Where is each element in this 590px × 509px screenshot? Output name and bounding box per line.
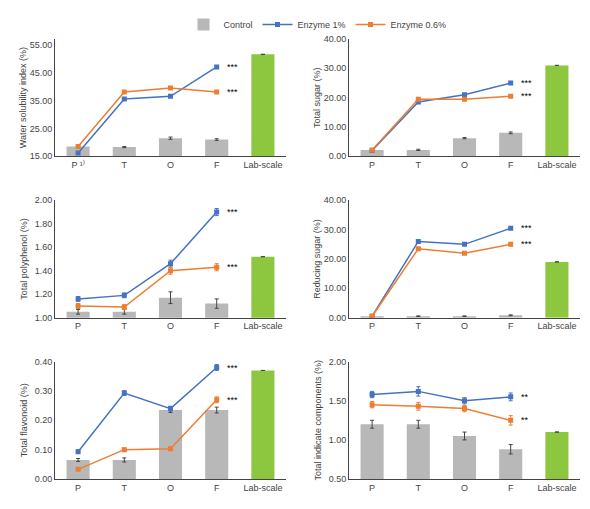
svg-text:1.40: 1.40 [35, 266, 53, 276]
svg-text:30.00: 30.00 [324, 63, 347, 73]
svg-text:1.60: 1.60 [35, 242, 53, 252]
svg-text:F: F [508, 321, 514, 331]
svg-text:0.10: 0.10 [35, 445, 53, 455]
svg-text:Control: Control [224, 20, 253, 30]
svg-text:***: *** [227, 363, 238, 373]
svg-text:30.00: 30.00 [324, 225, 347, 235]
svg-text:Lab-scale: Lab-scale [537, 483, 576, 493]
svg-text:***: *** [227, 87, 238, 97]
svg-text:***: *** [521, 239, 532, 249]
svg-text:1.00: 1.00 [35, 313, 53, 323]
svg-text:20.00: 20.00 [324, 93, 347, 103]
svg-text:P: P [75, 483, 81, 493]
svg-text:20.00: 20.00 [324, 254, 347, 264]
svg-text:***: *** [227, 207, 238, 217]
svg-text:25.00: 25.00 [30, 124, 53, 134]
svg-text:P: P [369, 321, 375, 331]
svg-text:0.00: 0.00 [329, 151, 347, 161]
svg-text:1.50: 1.50 [329, 396, 347, 406]
svg-text:***: *** [521, 78, 532, 88]
svg-text:0.20: 0.20 [35, 415, 53, 425]
svg-text:T: T [416, 160, 422, 170]
svg-text:***: *** [227, 395, 238, 405]
svg-text:P: P [369, 483, 375, 493]
svg-text:0.00: 0.00 [329, 313, 347, 323]
svg-text:O: O [461, 160, 468, 170]
svg-text:Total flavonoid (%): Total flavonoid (%) [19, 383, 29, 457]
svg-text:T: T [122, 483, 128, 493]
svg-text:O: O [461, 483, 468, 493]
svg-text:F: F [508, 483, 514, 493]
svg-text:55.00: 55.00 [30, 40, 53, 50]
svg-text:35.00: 35.00 [30, 96, 53, 106]
svg-text:2.00: 2.00 [329, 357, 347, 367]
svg-text:T: T [122, 321, 128, 331]
svg-text:40.00: 40.00 [324, 34, 347, 44]
svg-text:Total sugar (%): Total sugar (%) [312, 67, 322, 128]
svg-text:0.30: 0.30 [35, 386, 53, 396]
svg-text:P: P [369, 160, 375, 170]
svg-text:O: O [167, 483, 174, 493]
svg-text:0.50: 0.50 [329, 474, 347, 484]
svg-text:1.80: 1.80 [35, 219, 53, 229]
svg-text:P: P [75, 321, 81, 331]
svg-text:Enzyme 1%: Enzyme 1% [298, 20, 346, 30]
svg-text:Water solubility index (%): Water solubility index (%) [18, 47, 28, 148]
svg-text:0.00: 0.00 [35, 474, 53, 484]
svg-text:T: T [416, 483, 422, 493]
svg-text:O: O [461, 321, 468, 331]
svg-text:F: F [214, 160, 220, 170]
svg-text:F: F [214, 483, 220, 493]
svg-text:Reducing sugar (%): Reducing sugar (%) [312, 219, 322, 299]
svg-text:Total indicate components (%): Total indicate components (%) [313, 360, 323, 481]
svg-text:T: T [416, 321, 422, 331]
svg-text:T: T [122, 160, 128, 170]
svg-text:1.00: 1.00 [329, 435, 347, 445]
svg-text:O: O [167, 160, 174, 170]
svg-text:2.00: 2.00 [35, 195, 53, 205]
svg-text:***: *** [227, 262, 238, 272]
svg-text:45.00: 45.00 [30, 68, 53, 78]
svg-text:Enzyme 0.6%: Enzyme 0.6% [391, 20, 447, 30]
svg-text:P ¹⁾: P ¹⁾ [71, 159, 84, 170]
svg-text:F: F [508, 160, 514, 170]
svg-text:15.00: 15.00 [30, 151, 53, 161]
svg-text:Lab-scale: Lab-scale [537, 321, 576, 331]
svg-text:10.00: 10.00 [324, 283, 347, 293]
svg-text:O: O [167, 321, 174, 331]
svg-text:Lab-scale: Lab-scale [243, 160, 282, 170]
svg-text:Lab-scale: Lab-scale [537, 160, 576, 170]
svg-text:10.00: 10.00 [324, 122, 347, 132]
svg-text:Total polyphenol (%): Total polyphenol (%) [19, 218, 29, 300]
svg-text:***: *** [521, 91, 532, 101]
svg-text:F: F [214, 321, 220, 331]
svg-text:Lab-scale: Lab-scale [243, 321, 282, 331]
svg-text:40.00: 40.00 [324, 195, 347, 205]
svg-text:1.20: 1.20 [35, 289, 53, 299]
svg-text:***: *** [521, 223, 532, 233]
svg-text:0.40: 0.40 [35, 357, 53, 367]
svg-text:**: ** [521, 415, 529, 425]
svg-text:**: ** [521, 392, 529, 402]
svg-text:Lab-scale: Lab-scale [243, 483, 282, 493]
svg-text:***: *** [227, 62, 238, 72]
